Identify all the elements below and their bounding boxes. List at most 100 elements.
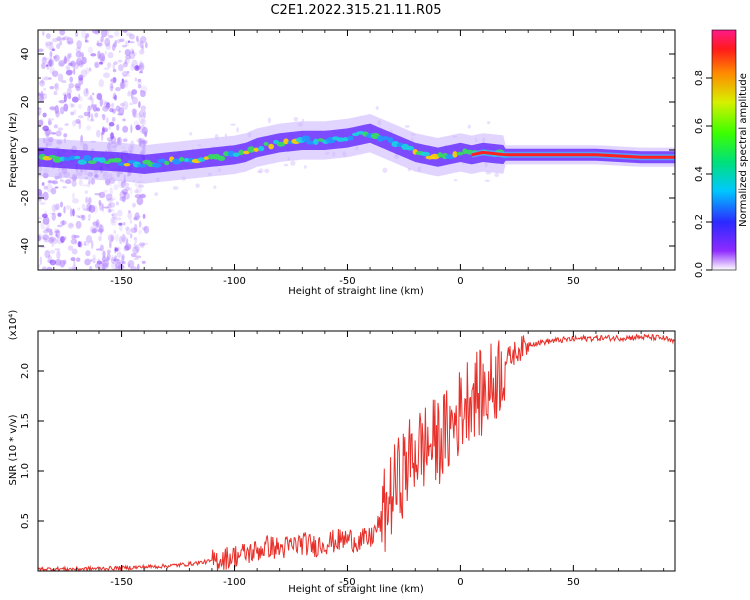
heatmap-speckle — [101, 203, 105, 213]
heatmap-speckle — [45, 41, 51, 47]
heatmap-speckle — [83, 240, 87, 246]
heatmap-speckle — [51, 243, 54, 247]
heatmap-speckle — [39, 80, 45, 84]
snr-x-tick-label: 0 — [457, 577, 463, 588]
heatmap-speckle — [122, 125, 129, 133]
heatmap-speckle — [83, 208, 89, 211]
heatmap-speckle — [96, 40, 99, 46]
heatmap-speckle — [63, 133, 68, 138]
heatmap-speckle — [142, 226, 147, 231]
heatmap-speckle — [44, 250, 51, 259]
heatmap-speckle — [93, 204, 98, 214]
heatmap-speckle — [51, 180, 58, 185]
heatmap-speckle — [103, 206, 110, 209]
heatmap-speckle — [48, 45, 54, 51]
heatmap-speckle — [136, 35, 139, 42]
colorbar-tick-label: 0.2 — [694, 214, 705, 230]
heatmap-speckle — [49, 50, 53, 60]
heatmap-speckle — [484, 179, 491, 182]
heatmap-speckle — [56, 250, 61, 260]
heatmap-speckle — [40, 221, 45, 230]
spectrogram-y-tick-label: 40 — [20, 48, 31, 61]
heatmap-speckle — [90, 113, 94, 122]
heatmap-speckle — [87, 197, 92, 204]
heatmap-speckle — [59, 30, 66, 36]
heatmap-speckle — [55, 203, 60, 211]
heatmap-speckle — [133, 243, 137, 250]
heatmap-speckle — [69, 76, 74, 83]
heatmap-speckle — [114, 217, 122, 221]
heatmap-speckle — [88, 111, 91, 118]
heatmap-speckle — [41, 56, 48, 64]
heatmap-speckle — [75, 118, 81, 124]
heatmap-speckle — [123, 137, 128, 143]
heatmap-speckle — [467, 124, 471, 129]
heatmap-ridge-blob — [87, 160, 97, 165]
heatmap-speckle — [38, 94, 45, 103]
heatmap-speckle — [63, 57, 68, 64]
heatmap-speckle — [39, 202, 46, 205]
heatmap-speckle — [121, 195, 126, 203]
heatmap-speckle — [142, 242, 149, 246]
heatmap-ridge-blob — [268, 143, 274, 150]
heatmap-speckle — [111, 216, 115, 224]
heatmap-speckle — [195, 183, 200, 189]
snr-x-tick-label: 50 — [567, 577, 580, 588]
heatmap-speckle — [49, 107, 57, 112]
heatmap-speckle — [112, 68, 117, 73]
heatmap-speckle — [114, 94, 117, 101]
heatmap-speckle — [71, 180, 77, 187]
heatmap-speckle — [117, 59, 123, 63]
heatmap-speckle — [101, 126, 105, 135]
heatmap-ridge-blob — [164, 160, 170, 166]
heatmap-speckle — [63, 259, 67, 265]
heatmap-speckle — [141, 260, 146, 264]
heatmap-speckle — [91, 97, 94, 105]
figure-title: C2E1.2022.315.21.11.R05 — [270, 3, 441, 18]
heatmap-speckle — [85, 67, 90, 75]
heatmap-speckle — [87, 96, 91, 101]
heatmap-speckle — [80, 69, 88, 78]
heatmap-speckle — [118, 222, 123, 226]
heatmap-speckle — [76, 57, 83, 66]
heatmap-speckle — [67, 70, 74, 73]
heatmap-ridge-blob — [157, 158, 167, 163]
heatmap-speckle — [95, 224, 99, 229]
heatmap-ridge-blob — [123, 162, 131, 167]
heatmap-ridge-blob — [253, 147, 259, 152]
heatmap-ridge-blob — [301, 135, 311, 142]
heatmap-speckle — [54, 186, 59, 189]
heatmap-speckle — [113, 229, 116, 234]
heatmap-speckle — [131, 59, 138, 69]
heatmap-speckle — [47, 179, 53, 184]
heatmap-speckle — [78, 216, 81, 219]
heatmap-speckle — [57, 127, 64, 131]
heatmap-speckle — [125, 226, 131, 236]
heatmap-speckle — [121, 80, 128, 83]
heatmap-speckle — [69, 223, 74, 227]
heatmap-speckle — [70, 238, 77, 245]
heatmap-speckle — [75, 257, 81, 262]
heatmap-speckle — [69, 102, 74, 108]
heatmap-speckle — [112, 96, 116, 99]
heatmap-speckle — [128, 33, 135, 40]
heatmap-speckle — [131, 96, 138, 105]
heatmap-speckle — [144, 41, 148, 49]
heatmap-speckle — [136, 263, 140, 270]
heatmap-speckle — [38, 216, 42, 220]
heatmap-speckle — [79, 214, 85, 219]
heatmap-ridge-blob — [69, 155, 76, 161]
heatmap-speckle — [90, 53, 97, 57]
heatmap-speckle — [111, 262, 117, 270]
heatmap-speckle — [48, 59, 53, 67]
heatmap-speckle — [59, 40, 63, 46]
heatmap-speckle — [71, 120, 77, 127]
heatmap-speckle — [138, 101, 141, 108]
heatmap-speckle — [49, 106, 57, 110]
heatmap-speckle — [81, 184, 89, 187]
heatmap-speckle — [99, 202, 104, 211]
heatmap-speckle — [96, 260, 103, 265]
heatmap-speckle — [126, 91, 132, 97]
heatmap-speckle — [116, 137, 121, 144]
heatmap-speckle — [49, 249, 56, 254]
